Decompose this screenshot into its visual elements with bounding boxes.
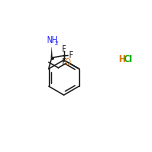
Text: O: O bbox=[65, 58, 71, 67]
Text: F: F bbox=[61, 58, 66, 67]
Text: H: H bbox=[119, 55, 125, 64]
Text: F: F bbox=[61, 45, 66, 54]
Text: F: F bbox=[68, 51, 72, 60]
Text: 2: 2 bbox=[54, 41, 58, 46]
Text: Cl: Cl bbox=[124, 55, 133, 64]
Polygon shape bbox=[51, 47, 53, 58]
Text: NH: NH bbox=[46, 36, 57, 45]
